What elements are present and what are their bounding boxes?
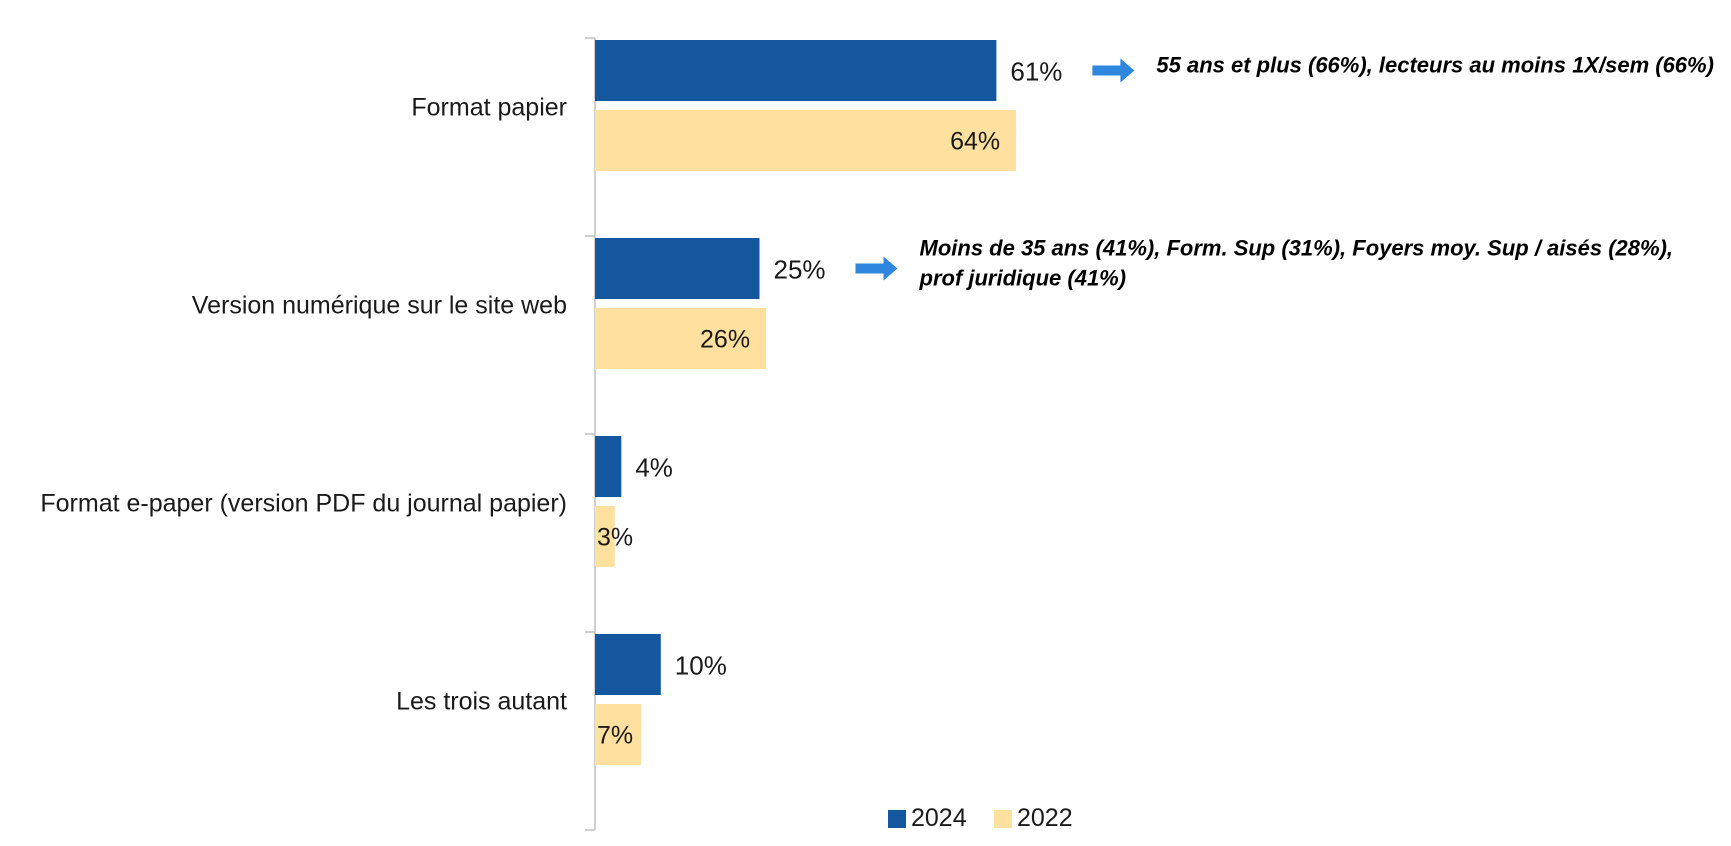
bar-2024-3 <box>595 634 661 695</box>
legend-label-2024: 2024 <box>911 804 967 832</box>
annotation-arrow-icon <box>1092 58 1135 83</box>
data-label-2022: 64% <box>950 128 1000 156</box>
legend-label-2022: 2022 <box>1017 804 1073 832</box>
category-label: Format papier <box>411 94 567 122</box>
annotation-text: Moins de 35 ans (41%), Form. Sup (31%), … <box>920 236 1674 261</box>
annotation-text: 55 ans et plus (66%), lecteurs au moins … <box>1156 53 1714 78</box>
legend-swatch-2022 <box>994 810 1012 828</box>
annotation-arrow-icon <box>855 256 898 281</box>
category-label: Version numérique sur le site web <box>192 292 567 320</box>
data-label-2022: 3% <box>597 524 633 552</box>
bar-2024-2 <box>595 436 622 497</box>
legend-swatch-2024 <box>888 810 906 828</box>
bar-2024-1 <box>595 238 760 299</box>
bar-2024-0 <box>595 40 997 101</box>
category-label: Les trois autant <box>396 688 567 716</box>
data-label-2022: 7% <box>597 722 633 750</box>
bar-2022-2 <box>595 506 615 567</box>
data-label-2024: 61% <box>1010 57 1062 87</box>
annotation-text: prof juridique (41%) <box>919 266 1127 291</box>
data-label-2024: 25% <box>774 255 826 285</box>
bar-2022-1 <box>595 308 767 369</box>
data-label-2022: 26% <box>700 326 750 354</box>
bar-2022-0 <box>595 110 1017 171</box>
data-label-2024: 4% <box>635 453 673 483</box>
category-label: Format e-paper (version PDF du journal p… <box>40 490 567 518</box>
arrow-shape <box>855 256 898 281</box>
arrow-shape <box>1092 58 1135 83</box>
bar-2022-3 <box>595 704 642 765</box>
data-label-2024: 10% <box>675 651 727 681</box>
